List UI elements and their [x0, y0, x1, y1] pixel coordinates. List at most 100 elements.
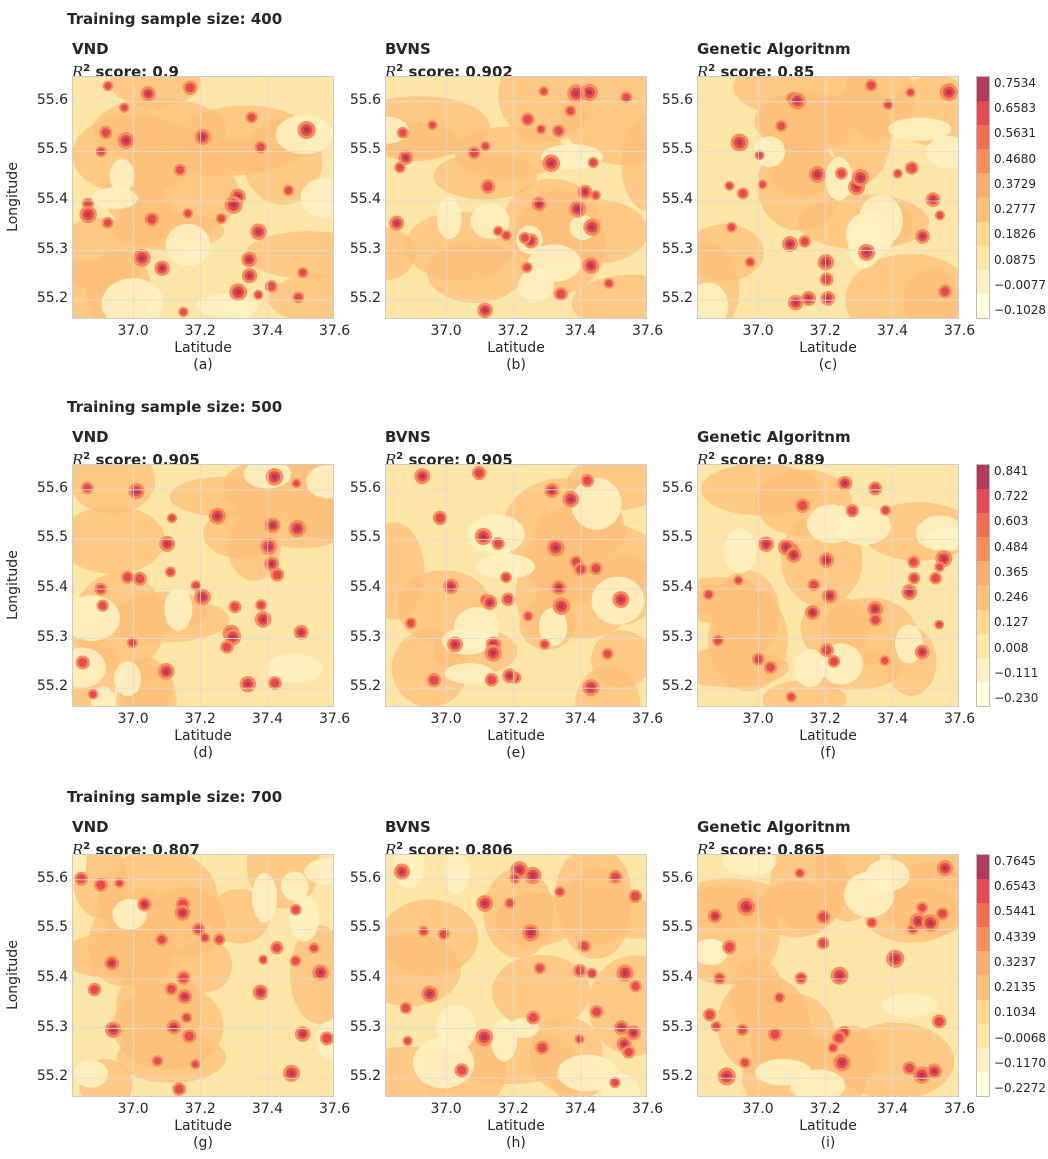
heatmap-hotspot [404, 617, 417, 630]
heatmap-low-region [113, 661, 142, 697]
heatmap-hotspot [907, 555, 920, 569]
r2-superscript: 2 [708, 63, 716, 74]
colorbar-tick-label: 0.4339 [994, 929, 1036, 944]
heatmap-hotspot [724, 180, 735, 191]
heatmap-low-region [289, 894, 320, 942]
heatmap-region [845, 253, 958, 318]
heatmap-hotspot [805, 605, 820, 620]
subplot-letter: (e) [506, 745, 526, 761]
y-tick-label: 55.5 [661, 529, 693, 546]
heatmap-hotspot [739, 1056, 751, 1069]
heatmap-hotspot [421, 985, 439, 1003]
heatmap-hotspot [934, 619, 945, 630]
colorbar-tick-label: 0.5631 [994, 126, 1036, 141]
y-axis-label: Longitude [5, 549, 21, 620]
colorbar-band [977, 681, 989, 706]
y-tick-label: 55.4 [36, 190, 68, 207]
y-tick-label: 55.2 [36, 678, 68, 695]
method-name: VND [72, 428, 109, 446]
heatmap-hotspot [447, 636, 463, 653]
x-tick-label: 37.4 [876, 323, 908, 339]
heatmap-hotspot [164, 982, 178, 996]
x-tick-label: 37.4 [564, 1101, 596, 1117]
heatmap-hotspot [220, 640, 234, 654]
heatmap-hotspot [389, 215, 405, 231]
x-tick-label: 37.2 [809, 1101, 841, 1117]
heatmap-hotspot [117, 132, 135, 150]
x-axis-label: Latitude [799, 1118, 857, 1134]
x-tick-label: 37.0 [117, 711, 149, 727]
heatmap-hotspot [454, 1063, 469, 1078]
heatmap-hotspot [182, 80, 198, 95]
heatmap-hotspot [75, 655, 90, 670]
x-tick-label: 37.0 [742, 1101, 774, 1117]
colorbar-tick-label: −0.1170 [994, 1055, 1047, 1070]
heatmap-region [571, 274, 646, 318]
x-tick-label: 37.6 [319, 1101, 351, 1117]
heatmap-hotspot [929, 571, 942, 585]
heatmap-hotspot [794, 971, 808, 985]
heatmap-hotspot [773, 992, 786, 1004]
heatmap-hotspot [914, 644, 930, 660]
heatmap-hotspot [582, 257, 600, 274]
heatmap-hotspot [96, 599, 109, 612]
subplot-letter: (h) [506, 1135, 526, 1151]
y-tick-label: 55.2 [36, 1068, 68, 1085]
heatmap-low-region [476, 553, 536, 580]
heatmap-hotspot [726, 221, 738, 233]
heatmap-hotspot [816, 909, 831, 925]
colorbar-band [977, 903, 989, 928]
heatmap-hotspot [164, 566, 176, 578]
heatmap-low-region [557, 1054, 618, 1092]
x-tick-label: 37.0 [742, 323, 774, 339]
heatmap-hotspot [128, 482, 145, 500]
heatmap-hotspot [87, 688, 99, 700]
heatmap-low-region [794, 648, 826, 688]
heatmap-hotspot [253, 289, 264, 300]
colorbar-band [977, 269, 989, 294]
heatmap-hotspot [289, 903, 302, 916]
heatmap-hotspot [173, 163, 187, 177]
heatmap-hotspot [319, 1031, 333, 1046]
heatmap-hotspot [105, 1021, 122, 1038]
colorbar-band [977, 927, 989, 952]
heatmap-hotspot [265, 468, 284, 486]
heatmap-hotspot [194, 588, 211, 606]
heatmap-hotspot [733, 575, 744, 586]
heatmap-hotspot [609, 1076, 621, 1089]
heatmap-hotspot [172, 1082, 186, 1096]
heatmap-region [768, 147, 838, 197]
heatmap-hotspot [291, 478, 302, 489]
heatmap-hotspot [577, 184, 593, 200]
r2-symbol: R [697, 451, 709, 469]
heatmap-hotspot [822, 588, 838, 604]
y-tick-label: 55.4 [36, 968, 68, 985]
method-name: Genetic Algoritnm [697, 818, 851, 836]
heatmap-hotspot [851, 168, 870, 187]
heatmap-hotspot [491, 537, 505, 551]
heatmap-hotspot [509, 872, 521, 884]
heatmap-hotspot [562, 490, 580, 508]
x-axis-label: Latitude [487, 340, 545, 356]
heatmap-hotspot [807, 578, 821, 592]
x-tick-label: 37.2 [184, 323, 216, 339]
heatmap-hotspot [590, 190, 601, 201]
heatmap-hotspot [308, 942, 320, 954]
heatmap-hotspot [245, 111, 258, 124]
heatmap-hotspot [526, 1010, 541, 1025]
heatmap-hotspot [174, 904, 191, 921]
x-axis-label: Latitude [487, 1118, 545, 1134]
colorbar-tick-label: 0.841 [994, 464, 1029, 478]
y-tick-label: 55.3 [661, 628, 693, 645]
heatmap-hotspot [443, 578, 459, 595]
x-tick-label: 37.2 [184, 711, 216, 727]
x-tick-label: 37.4 [564, 711, 596, 727]
heatmap-hotspot [785, 546, 802, 563]
heatmap-hotspot [546, 538, 565, 557]
method-name: BVNS [385, 428, 431, 446]
heatmap-low-region [881, 993, 938, 1018]
colorbar-tick-label: 0.2777 [994, 202, 1036, 217]
heatmap-hotspot [155, 933, 169, 946]
heatmap-region [290, 925, 333, 1024]
heatmap-hotspot [613, 1020, 629, 1036]
